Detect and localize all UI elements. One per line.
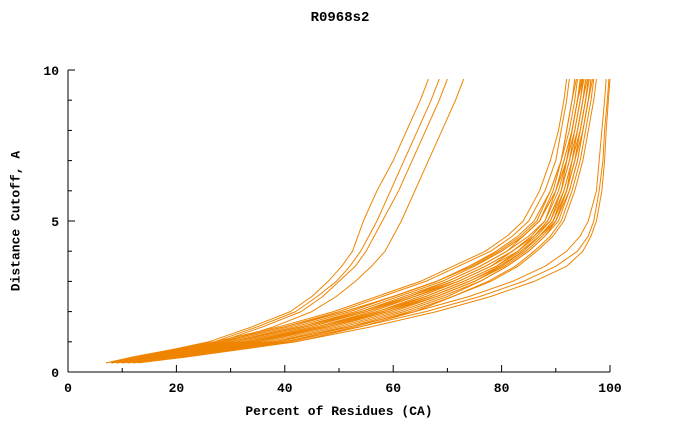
series-curve-20 bbox=[116, 78, 587, 364]
series-curve-07 bbox=[116, 78, 584, 364]
series-curve-14 bbox=[105, 78, 568, 364]
x-tick-label: 20 bbox=[169, 381, 185, 396]
series-curve-15 bbox=[122, 78, 594, 364]
series-curve-22 bbox=[111, 78, 582, 364]
series-curve-13 bbox=[138, 78, 597, 364]
series-curve-29 bbox=[122, 78, 465, 364]
series-curve-27 bbox=[116, 78, 448, 364]
y-tick-label: 10 bbox=[43, 64, 59, 79]
series-curve-26 bbox=[111, 78, 429, 364]
series-curve-18 bbox=[111, 78, 577, 364]
series-curve-04 bbox=[122, 78, 583, 364]
series-curve-12 bbox=[111, 78, 588, 364]
y-tick-label: 0 bbox=[51, 366, 59, 381]
x-tick-label: 40 bbox=[277, 381, 293, 396]
series-curve-24 bbox=[127, 79, 610, 364]
y-tick-label: 5 bbox=[51, 215, 59, 230]
series-curve-03 bbox=[105, 78, 570, 364]
y-axis-label: Distance Cutoff, A bbox=[8, 150, 24, 292]
x-tick-label: 60 bbox=[385, 381, 401, 396]
series-curve-08 bbox=[111, 78, 578, 364]
x-tick-label: 100 bbox=[598, 381, 622, 396]
series-curve-25 bbox=[122, 79, 607, 364]
x-tick-label: 0 bbox=[64, 381, 72, 396]
series-curve-17 bbox=[127, 78, 592, 364]
series-curve-28 bbox=[111, 78, 440, 364]
series-curve-23 bbox=[132, 79, 611, 364]
x-axis-label: Percent of Residues (CA) bbox=[245, 404, 433, 419]
series-curve-19 bbox=[122, 78, 589, 364]
series-curve-16 bbox=[116, 78, 590, 364]
x-tick-label: 80 bbox=[494, 381, 510, 396]
chart-title: R0968s2 bbox=[310, 10, 370, 26]
